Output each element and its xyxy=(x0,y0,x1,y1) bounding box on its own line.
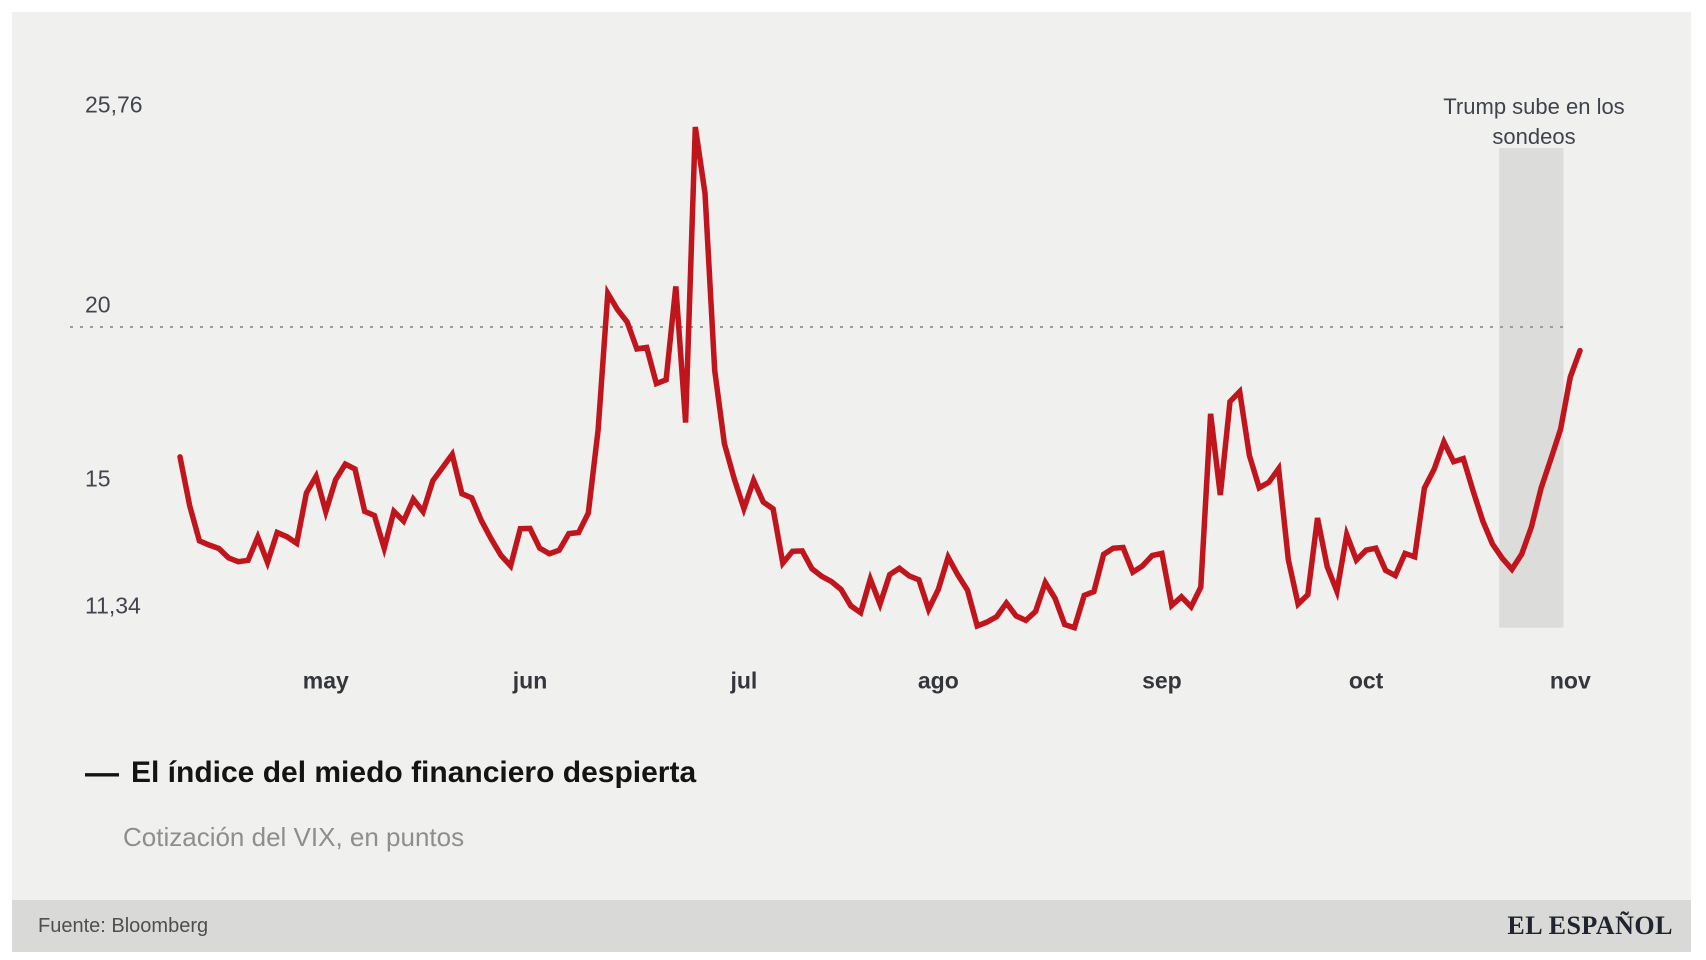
chart-title: El índice del miedo financiero despierta xyxy=(131,756,697,789)
x-tick-label: oct xyxy=(1348,667,1384,694)
x-tick-label: jun xyxy=(512,667,548,694)
y-tick-label: 11,34 xyxy=(85,592,141,619)
vix-line xyxy=(177,126,1583,632)
y-tick-label: 15 xyxy=(85,465,111,492)
legend: — El índice del miedo financiero despier… xyxy=(85,752,696,794)
x-tick-label: may xyxy=(302,667,349,694)
chart-subtitle: Cotización del VIX, en puntos xyxy=(123,822,465,852)
legend-line-marker: — xyxy=(85,754,119,792)
y-tick-label: 25,76 xyxy=(85,91,143,118)
highlight-band xyxy=(1499,148,1564,628)
x-tick-label: jul xyxy=(730,667,758,694)
x-tick-label: sep xyxy=(1142,667,1182,694)
el-espanol-logo: EL ESPAÑOL xyxy=(1507,911,1673,940)
footer-bar: Fuente: Bloomberg EL ESPAÑOL xyxy=(12,900,1691,952)
highlight-annotation: Trump sube en los sondeos xyxy=(1443,92,1624,152)
y-tick-label: 20 xyxy=(85,291,111,318)
annotation-line-2: sondeos xyxy=(1492,124,1576,149)
source-label: Fuente: Bloomberg xyxy=(38,914,209,937)
x-tick-label: nov xyxy=(1549,667,1591,694)
annotation-line-1: Trump sube en los xyxy=(1443,94,1625,119)
chart-card xyxy=(12,12,1691,952)
x-tick-label: ago xyxy=(917,667,959,694)
